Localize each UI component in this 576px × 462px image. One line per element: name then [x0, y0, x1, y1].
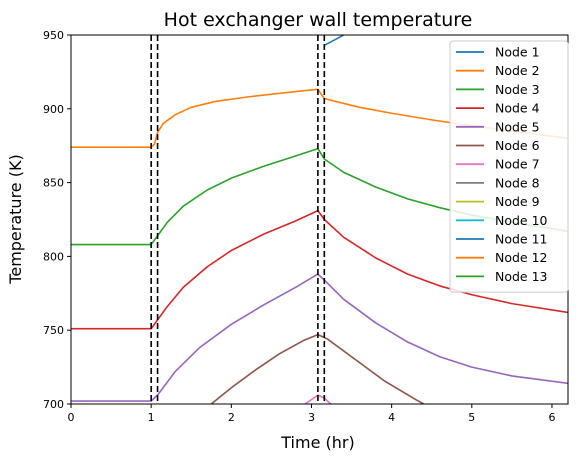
legend-entry-label: Node 9 — [495, 194, 540, 209]
legend: Node 1 Node 2 Node 3 Node 4 Node 5 Node 6 Node… — [449, 40, 569, 293]
event-markers — [150, 35, 326, 404]
legend-entry-label: Node 5 — [495, 119, 540, 134]
series-line-node-3 — [71, 147, 568, 246]
legend-entry-label: Node 6 — [495, 138, 540, 153]
legend-box — [449, 40, 569, 293]
series-line-node-5 — [71, 273, 568, 402]
legend-entry-label: Node 7 — [495, 157, 540, 172]
x-tick-label: 0 — [68, 411, 75, 424]
series-line-node-1 — [323, 35, 345, 47]
legend-entry-label: Node 13 — [495, 269, 548, 284]
legend-entry-label: Node 10 — [495, 213, 548, 228]
x-tick-label: 2 — [228, 411, 235, 424]
legend-entry-label: Node 3 — [495, 82, 540, 97]
series-line-node-2 — [71, 88, 568, 148]
y-tick-label: 750 — [43, 324, 64, 337]
y-axis-ticks: 700 750 800 850 900 950 — [43, 29, 71, 411]
legend-entry-label: Node 1 — [495, 45, 540, 60]
y-tick-label: 850 — [43, 177, 64, 190]
y-axis-label: Temperature (K) — [6, 154, 25, 284]
x-tick-label: 6 — [548, 411, 555, 424]
y-tick-label: 800 — [43, 250, 64, 263]
legend-entry-label: Node 12 — [495, 250, 548, 265]
x-tick-label: 5 — [468, 411, 475, 424]
legend-entry-label: Node 2 — [495, 63, 540, 78]
y-tick-label: 900 — [43, 103, 64, 116]
legend-entry-label: Node 11 — [495, 232, 548, 247]
legend-entry-label: Node 4 — [495, 101, 540, 116]
legend-entry-label: Node 8 — [495, 175, 540, 190]
x-axis-label: Time (hr) — [280, 433, 354, 452]
x-axis-ticks: 0 1 2 3 4 5 6 — [68, 404, 555, 424]
y-tick-label: 700 — [43, 398, 64, 411]
x-tick-label: 4 — [388, 411, 395, 424]
y-tick-label: 950 — [43, 29, 64, 42]
x-tick-label: 1 — [148, 411, 155, 424]
chart-title: Hot exchanger wall temperature — [164, 9, 473, 31]
series-line-node-4 — [71, 209, 568, 330]
x-tick-label: 3 — [308, 411, 315, 424]
